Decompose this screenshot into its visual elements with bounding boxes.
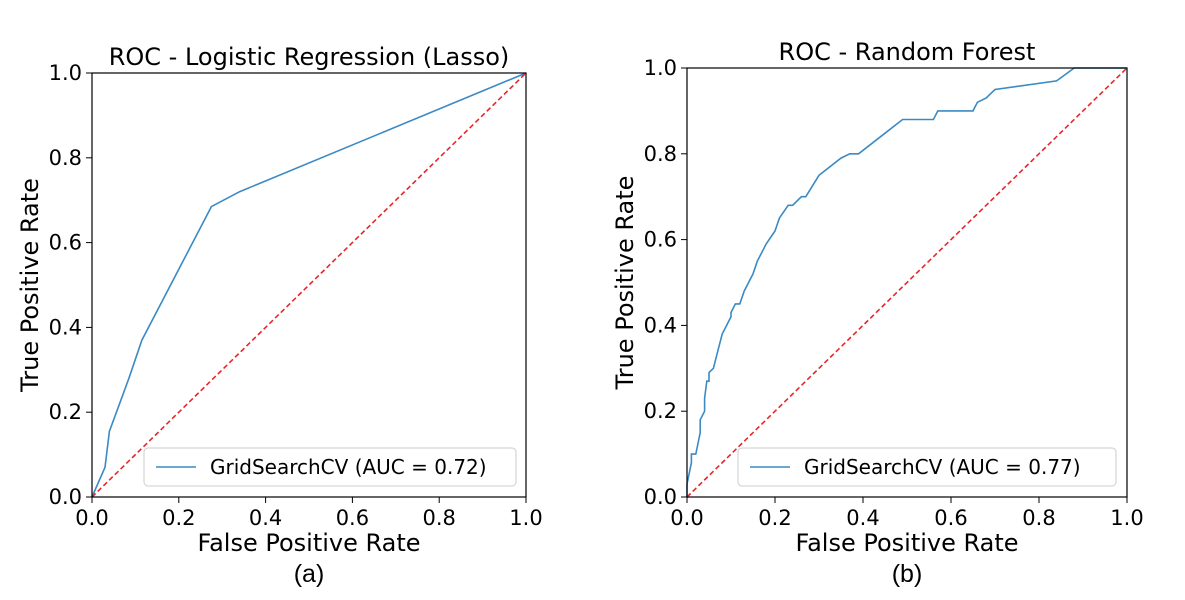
chart-2-x-tick-label: 0.0	[670, 506, 703, 530]
chart-2-title: ROC - Random Forest	[779, 38, 1036, 66]
chart-2-y-tick-label: 0.6	[644, 228, 677, 252]
chart-1-x-tick-label: 0.8	[422, 506, 455, 530]
chart-1-x-axis-label: False Positive Rate	[197, 529, 420, 557]
chart-1-roc-curve	[91, 72, 527, 498]
chart-2-y-tick-label: 0.8	[644, 142, 677, 166]
chart-1-x-tick-label: 0.4	[249, 506, 282, 530]
chart-2-y-tick-label: 0.4	[644, 313, 677, 337]
chart-2-caption: (b)	[892, 560, 923, 588]
chart-1-y-tick-label: 0.0	[49, 485, 82, 509]
chart-1-chance-line	[91, 72, 527, 498]
chart-2-x-tick-label: 0.8	[1022, 506, 1055, 530]
chart-1-title: ROC - Logistic Regression (Lasso)	[109, 43, 510, 71]
chart-2-legend-label: GridSearchCV (AUC = 0.77)	[804, 455, 1081, 479]
chart-1-y-tick-label: 1.0	[49, 61, 82, 85]
chart-1-x-tick-label: 0.2	[162, 506, 195, 530]
chart-1-x-tick-label: 0.0	[75, 506, 108, 530]
chart-1-legend-label: GridSearchCV (AUC = 0.72)	[210, 455, 487, 479]
chart-2-y-tick-label: 1.0	[644, 56, 677, 80]
chart-2-plot-frame	[686, 67, 1128, 498]
chart-2-y-axis-label: True Positive Rate	[611, 176, 639, 391]
chart-1-y-tick-label: 0.2	[49, 400, 82, 424]
chart-1-y-axis-label: True Positive Rate	[16, 178, 44, 393]
chart-2-legend-box	[737, 447, 1117, 487]
chart-1-y-tick-label: 0.8	[49, 146, 82, 170]
chart-2-x-axis-label: False Positive Rate	[795, 529, 1018, 557]
chart-1-x-tick-label: 1.0	[509, 506, 542, 530]
chart-1-y-tick-label: 0.4	[49, 315, 82, 339]
chart-2-x-tick-label: 1.0	[1110, 506, 1143, 530]
chart-2-y-tick-label: 0.2	[644, 399, 677, 423]
chart-2-x-tick-label: 0.6	[934, 506, 967, 530]
chart-1-plot-frame	[91, 72, 527, 498]
chart-1-legend-box	[143, 447, 517, 487]
chart-1-y-tick-label: 0.6	[49, 231, 82, 255]
chart-2-roc-curve	[686, 67, 1127, 497]
chart-1-x-tick-label: 0.6	[336, 506, 369, 530]
chart-2-chance-line	[686, 67, 1128, 498]
chart-2-x-tick-label: 0.4	[846, 506, 879, 530]
chart-1-caption: (a)	[294, 560, 325, 588]
chart-2-y-tick-label: 0.0	[644, 485, 677, 509]
chart-2-x-tick-label: 0.2	[758, 506, 791, 530]
